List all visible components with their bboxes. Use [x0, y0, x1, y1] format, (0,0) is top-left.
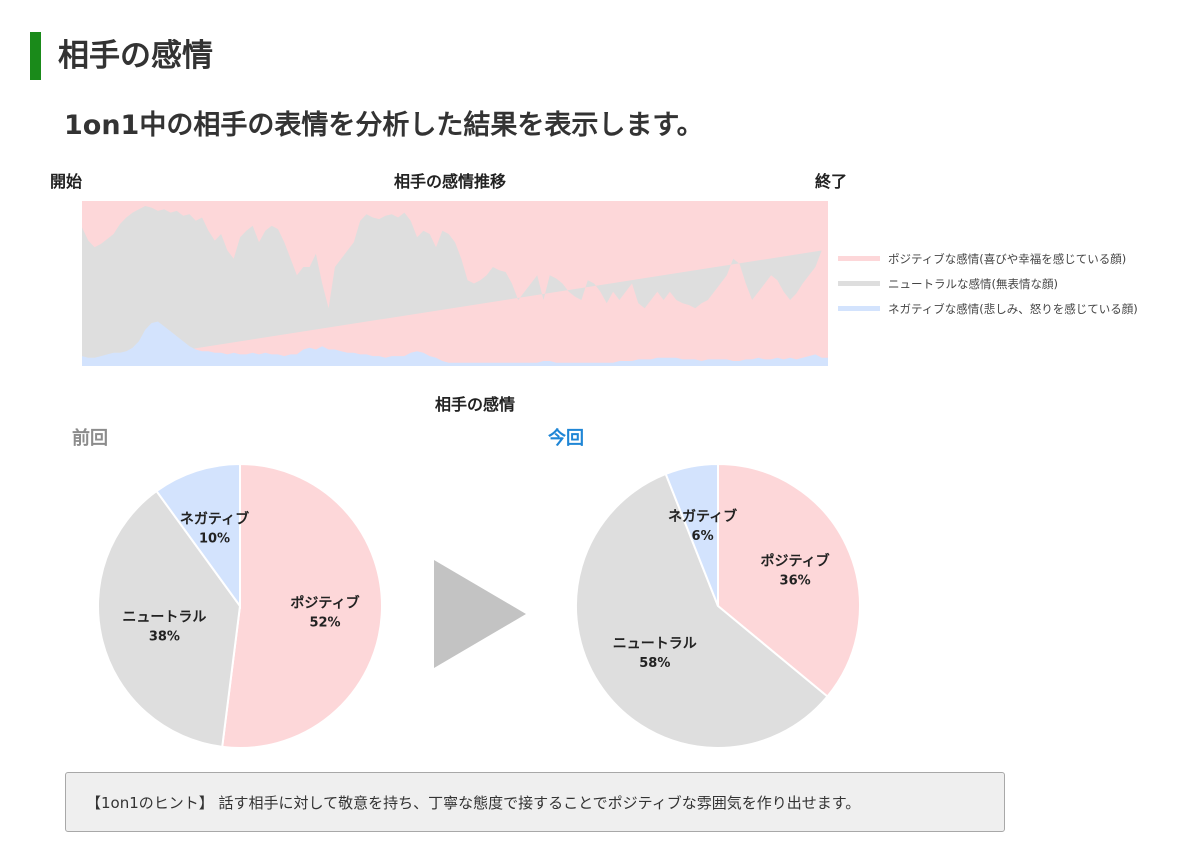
timeline-start-label: 開始	[50, 172, 83, 191]
previous-pie-label-negative: ネガティブ	[180, 511, 249, 528]
page-subtitle: 1on1中の相手の表情を分析した結果を表示します。	[64, 110, 704, 141]
current-pie-value-positive: 36%	[780, 574, 811, 589]
legend-label-positive: ポジティブな感情(喜びや幸福を感じている顔)	[888, 251, 1127, 266]
hint-text: 【1on1のヒント】 話す相手に対して敬意を持ち、丁寧な態度で接することでポジテ…	[86, 793, 861, 812]
legend-item-neutral: ニュートラルな感情(無表情な顔)	[838, 271, 1138, 296]
current-emotion-pie: ポジティブ 36% ニュートラル 58% ネガティブ 6%	[575, 462, 861, 749]
previous-emotion-pie: ポジティブ 52% ニュートラル 38% ネガティブ 10%	[97, 462, 383, 749]
current-pie-slice-negative	[664, 462, 719, 607]
previous-pie-slice-neutral	[97, 489, 242, 748]
heading-accent-bar	[30, 32, 41, 80]
emotion-timeline-chart	[82, 201, 828, 366]
legend-swatch-positive	[838, 256, 880, 261]
current-pie-label-positive: ポジティブ	[761, 553, 830, 570]
pie-section-title: 相手の感情	[434, 395, 515, 414]
timeline-negative-area	[82, 321, 828, 366]
legend-label-negative: ネガティブな感情(悲しみ、怒りを感じている顔)	[888, 301, 1138, 316]
previous-pie-value-negative: 10%	[199, 532, 230, 547]
previous-pie-caption: 前回	[72, 428, 108, 449]
previous-pie-slice-positive	[221, 462, 383, 749]
legend-item-positive: ポジティブな感情(喜びや幸福を感じている顔)	[838, 246, 1138, 271]
current-pie-label-negative: ネガティブ	[668, 508, 737, 525]
current-pie-caption: 今回	[548, 428, 584, 449]
previous-pie-label-neutral: ニュートラル	[122, 609, 206, 625]
current-pie-slice-positive	[717, 462, 861, 698]
timeline-neutral-area	[82, 206, 822, 366]
current-pie-slice-neutral	[575, 472, 829, 749]
current-pie-value-neutral: 58%	[639, 656, 670, 671]
legend-swatch-neutral	[838, 281, 880, 286]
timeline-title: 相手の感情推移	[393, 172, 506, 191]
current-pie-value-negative: 6%	[692, 529, 714, 544]
hint-box: 【1on1のヒント】 話す相手に対して敬意を持ち、丁寧な態度で接することでポジテ…	[65, 772, 1005, 832]
previous-pie-label-positive: ポジティブ	[290, 594, 359, 611]
legend-label-neutral: ニュートラルな感情(無表情な顔)	[888, 276, 1058, 291]
previous-pie-value-positive: 52%	[309, 615, 340, 630]
current-pie-label-neutral: ニュートラル	[613, 636, 697, 652]
timeline-legend: ポジティブな感情(喜びや幸福を感じている顔) ニュートラルな感情(無表情な顔) …	[838, 246, 1138, 321]
page-title: 相手の感情	[58, 38, 213, 74]
previous-pie-value-neutral: 38%	[149, 629, 180, 644]
timeline-end-label: 終了	[815, 172, 848, 191]
legend-item-negative: ネガティブな感情(悲しみ、怒りを感じている顔)	[838, 296, 1138, 321]
comparison-arrow-icon	[434, 560, 526, 668]
legend-swatch-negative	[838, 306, 880, 311]
previous-pie-slice-negative	[155, 462, 241, 610]
